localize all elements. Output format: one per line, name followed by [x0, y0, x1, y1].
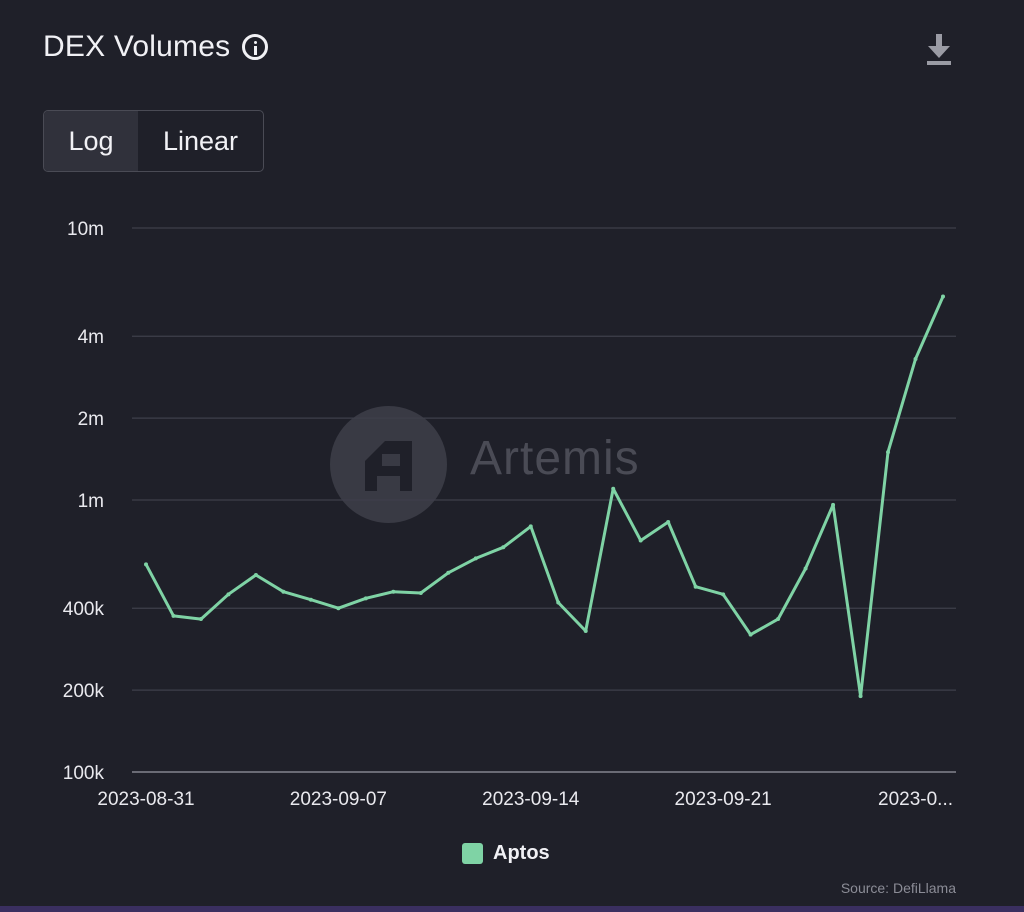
- y-tick-label: 100k: [63, 763, 105, 784]
- data-point-aptos: [831, 502, 836, 507]
- data-point-aptos: [171, 613, 176, 618]
- legend-label-aptos[interactable]: Aptos: [493, 842, 550, 864]
- data-point-aptos: [198, 617, 203, 622]
- data-point-aptos: [281, 589, 286, 594]
- bottom-strip: [0, 906, 1024, 912]
- data-point-aptos: [336, 606, 341, 611]
- scale-toggle: Log Linear: [43, 110, 264, 172]
- chart-header: DEX Volumes: [43, 30, 269, 64]
- source-label: Source: DefiLlama: [840, 880, 956, 896]
- data-point-aptos: [803, 566, 808, 571]
- data-point-aptos: [144, 562, 148, 567]
- y-tick-label: 4m: [78, 327, 104, 348]
- y-tick-label: 1m: [78, 491, 104, 512]
- watermark-text: Artemis: [470, 432, 640, 485]
- x-tick-label: 2023-08-31: [97, 789, 194, 810]
- data-point-aptos: [666, 520, 671, 525]
- linear-scale-button[interactable]: Linear: [162, 125, 239, 156]
- data-point-aptos: [693, 584, 698, 589]
- data-point-aptos: [858, 694, 863, 699]
- data-point-aptos: [446, 570, 451, 575]
- y-tick-label: 400k: [63, 599, 105, 620]
- data-point-aptos: [941, 294, 945, 299]
- y-tick-label: 200k: [63, 681, 105, 702]
- data-point-aptos: [308, 597, 313, 602]
- series-line-aptos: [144, 295, 945, 698]
- data-point-aptos: [748, 632, 753, 637]
- y-tick-label: 10m: [67, 219, 104, 240]
- data-point-aptos: [391, 589, 396, 594]
- x-tick-label: 2023-09-14: [482, 789, 580, 810]
- data-point-aptos: [226, 592, 231, 597]
- log-scale-button[interactable]: Log: [44, 111, 138, 171]
- data-point-aptos: [253, 572, 258, 577]
- y-tick-label: 2m: [78, 409, 104, 430]
- legend: Aptos: [462, 842, 550, 865]
- data-point-aptos: [611, 486, 616, 491]
- data-point-aptos: [418, 591, 423, 596]
- page-title: DEX Volumes: [43, 30, 231, 63]
- data-point-aptos: [363, 596, 368, 601]
- artemis-logo-watermark: [330, 406, 447, 523]
- data-point-aptos: [913, 356, 918, 361]
- legend-swatch-aptos[interactable]: [462, 843, 483, 864]
- data-point-aptos: [721, 592, 726, 597]
- data-point-aptos: [528, 524, 533, 529]
- data-point-aptos: [501, 545, 506, 550]
- x-tick-label: 2023-09-07: [290, 789, 387, 810]
- data-point-aptos: [556, 600, 561, 605]
- x-tick-label: 2023-0...: [878, 789, 953, 810]
- data-point-aptos: [473, 556, 478, 561]
- data-point-aptos: [638, 538, 643, 543]
- info-icon[interactable]: [242, 34, 269, 60]
- download-icon[interactable]: [922, 32, 956, 68]
- data-point-aptos: [886, 450, 891, 455]
- data-point-aptos: [583, 628, 588, 633]
- data-point-aptos: [776, 617, 781, 622]
- x-tick-label: 2023-09-21: [675, 789, 772, 810]
